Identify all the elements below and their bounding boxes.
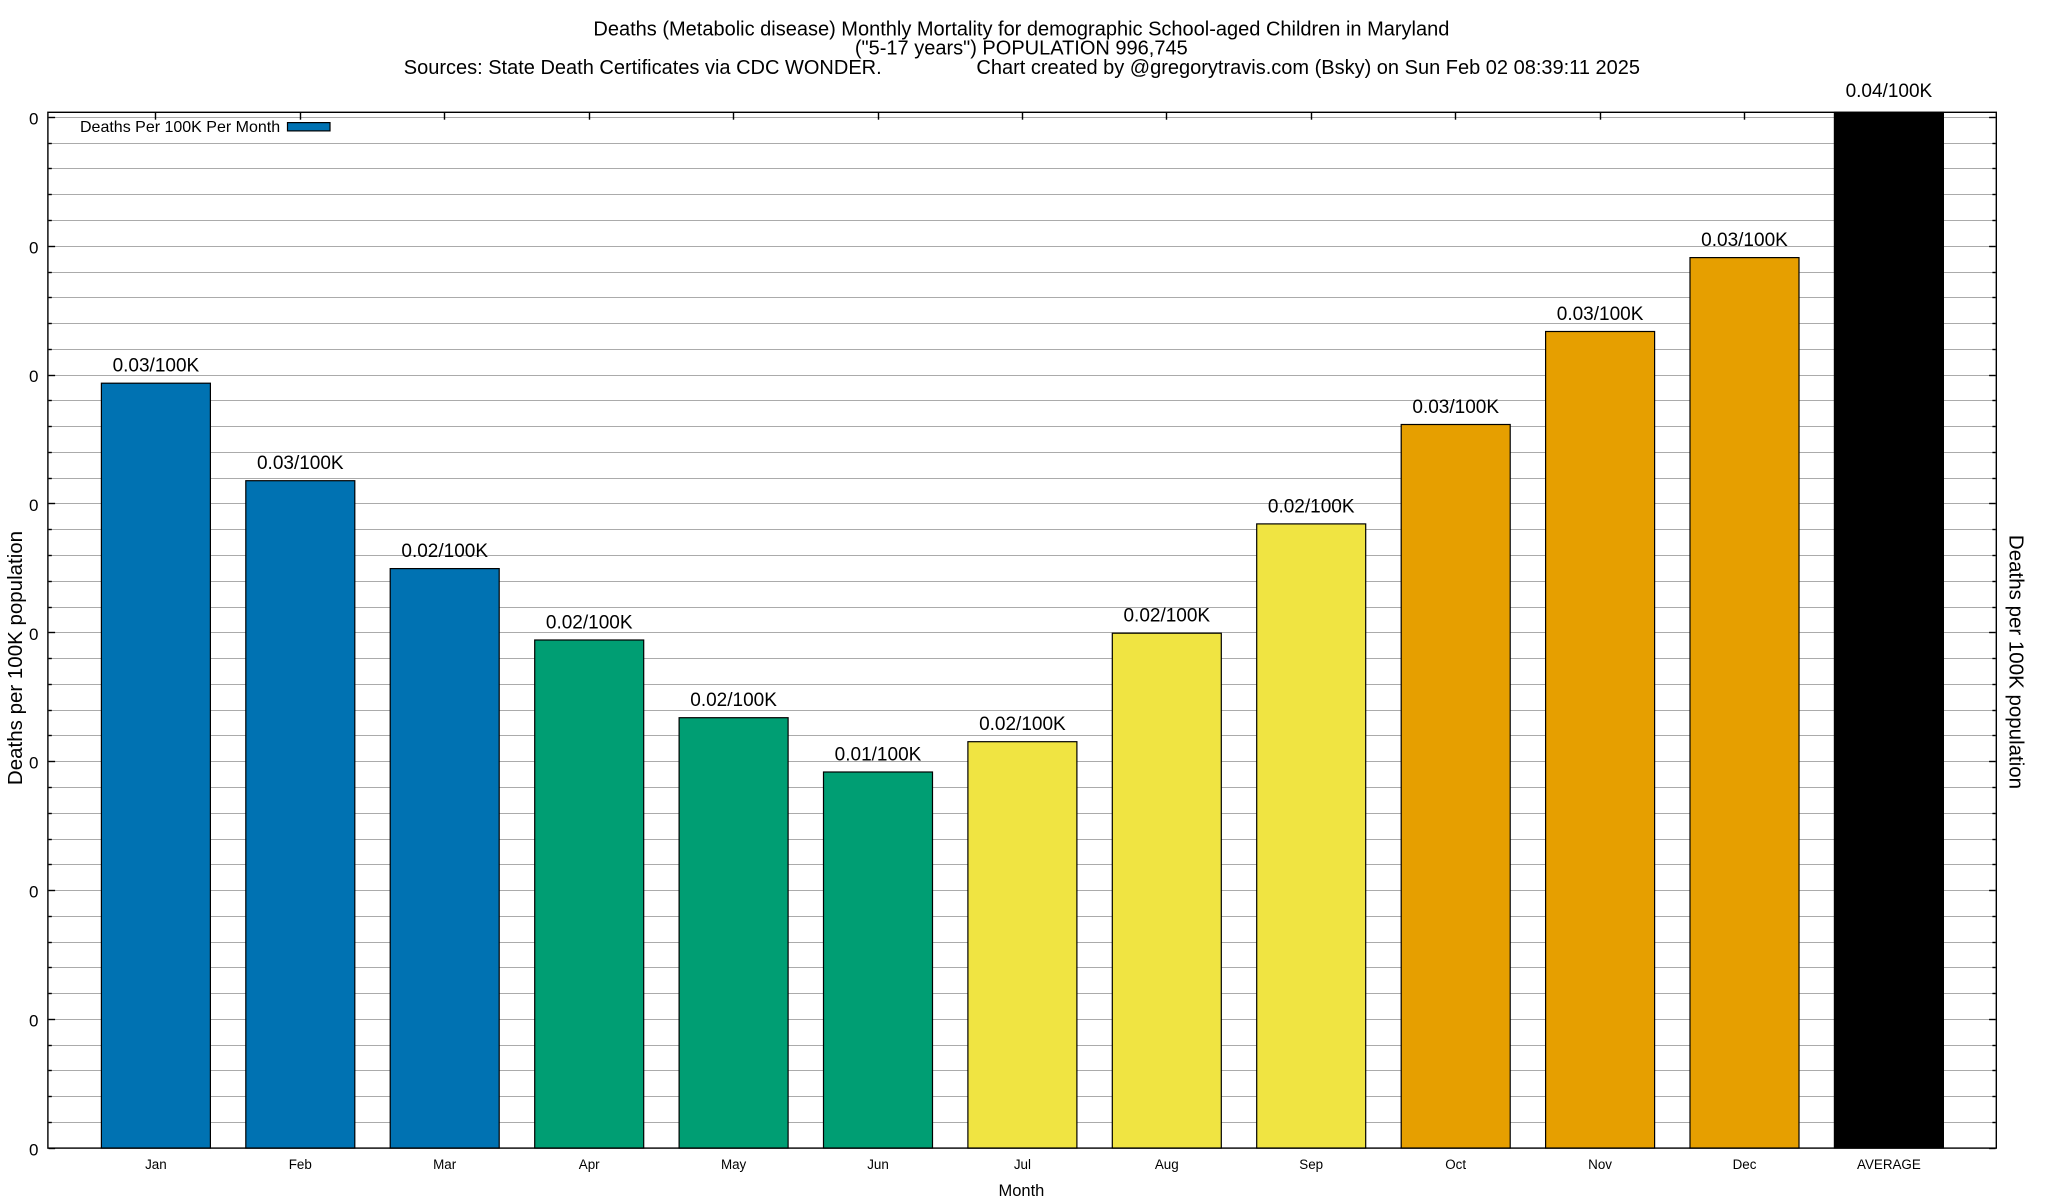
svg-text:Deaths per 100K population: Deaths per 100K population — [2004, 535, 2027, 789]
svg-text:0: 0 — [29, 1011, 38, 1030]
svg-text:0: 0 — [29, 625, 38, 644]
svg-text:Nov: Nov — [1588, 1157, 1612, 1172]
svg-text:0.02/100K: 0.02/100K — [1268, 496, 1355, 517]
svg-text:0.02/100K: 0.02/100K — [1123, 606, 1210, 627]
svg-text:AVERAGE: AVERAGE — [1857, 1157, 1921, 1172]
svg-text:("5-17 years") POPULATION 996,: ("5-17 years") POPULATION 996,745 — [855, 38, 1188, 60]
svg-text:0.03/100K: 0.03/100K — [1701, 230, 1788, 251]
svg-text:Jul: Jul — [1014, 1157, 1031, 1172]
svg-text:0.04/100K: 0.04/100K — [1846, 81, 1933, 102]
svg-text:Oct: Oct — [1445, 1157, 1466, 1172]
svg-text:Feb: Feb — [289, 1157, 312, 1172]
svg-text:Deaths Per 100K Per Month: Deaths Per 100K Per Month — [80, 119, 280, 136]
svg-text:0: 0 — [29, 109, 38, 128]
svg-text:Chart created by @gregorytravi: Chart created by @gregorytravis.com (Bsk… — [976, 57, 1640, 79]
svg-text:0.01/100K: 0.01/100K — [835, 745, 922, 766]
svg-text:0.03/100K: 0.03/100K — [113, 356, 200, 377]
svg-text:Deaths (Metabolic disease) Mon: Deaths (Metabolic disease) Monthly Morta… — [593, 19, 1449, 41]
svg-text:0: 0 — [29, 1140, 38, 1159]
svg-text:0.02/100K: 0.02/100K — [401, 541, 488, 562]
svg-text:Aug: Aug — [1155, 1157, 1179, 1172]
svg-text:0: 0 — [29, 496, 38, 515]
svg-text:Month: Month — [998, 1182, 1044, 1200]
svg-text:May: May — [721, 1157, 747, 1172]
svg-text:0.03/100K: 0.03/100K — [257, 453, 344, 474]
svg-text:Sep: Sep — [1299, 1157, 1323, 1172]
svg-text:Mar: Mar — [433, 1157, 457, 1172]
svg-text:0.03/100K: 0.03/100K — [1412, 397, 1499, 418]
svg-text:0.02/100K: 0.02/100K — [979, 714, 1066, 735]
svg-text:0: 0 — [29, 367, 38, 386]
svg-text:0: 0 — [29, 238, 38, 257]
svg-text:Sources: State Death Certifica: Sources: State Death Certificates via CD… — [404, 57, 882, 79]
svg-text:0.02/100K: 0.02/100K — [690, 690, 777, 711]
svg-text:Apr: Apr — [579, 1157, 600, 1172]
svg-text:0: 0 — [29, 754, 38, 773]
svg-text:Jun: Jun — [867, 1157, 889, 1172]
svg-text:Deaths per 100K population: Deaths per 100K population — [4, 531, 27, 785]
svg-text:Dec: Dec — [1733, 1157, 1757, 1172]
svg-text:0.02/100K: 0.02/100K — [546, 613, 633, 634]
svg-text:Jan: Jan — [145, 1157, 167, 1172]
svg-text:0: 0 — [29, 883, 38, 902]
svg-text:0.03/100K: 0.03/100K — [1557, 304, 1644, 325]
